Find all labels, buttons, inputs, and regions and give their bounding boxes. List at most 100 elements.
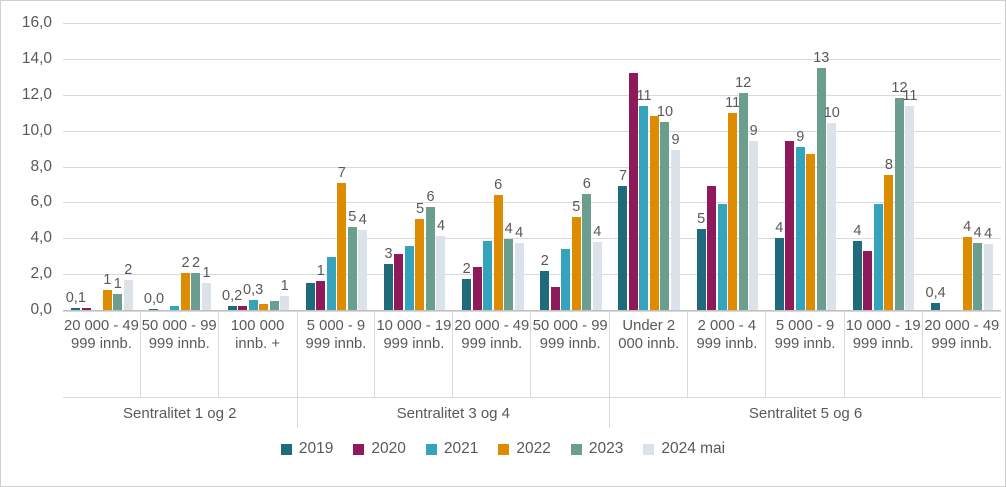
legend-item[interactable]: 2024 mai bbox=[643, 440, 725, 458]
legend-item[interactable]: 2020 bbox=[353, 440, 406, 458]
bar[interactable] bbox=[149, 309, 159, 310]
bar[interactable] bbox=[180, 273, 190, 310]
category-tick-label: 2 000 - 4 999 innb. bbox=[688, 312, 767, 398]
bar[interactable] bbox=[102, 290, 112, 310]
bar[interactable] bbox=[404, 246, 414, 310]
bar[interactable] bbox=[462, 278, 472, 310]
bar[interactable] bbox=[436, 235, 446, 310]
bar[interactable] bbox=[962, 237, 972, 310]
bar[interactable] bbox=[738, 92, 748, 310]
bar[interactable] bbox=[806, 153, 816, 310]
bar-group: 7 11 10 9 bbox=[610, 23, 688, 310]
legend-item[interactable]: 2021 bbox=[425, 440, 479, 458]
y-axis-tick-label: 16,0 bbox=[21, 14, 52, 31]
bar[interactable] bbox=[827, 123, 837, 310]
bar[interactable] bbox=[472, 266, 482, 310]
category-supergroup-label: Sentralitet 5 og 6 bbox=[610, 397, 1001, 428]
bar[interactable] bbox=[894, 98, 904, 310]
bar[interactable] bbox=[415, 218, 425, 310]
bar[interactable] bbox=[785, 141, 795, 310]
bar[interactable] bbox=[71, 307, 81, 310]
bar[interactable] bbox=[774, 238, 784, 310]
bar[interactable] bbox=[201, 283, 211, 310]
bar[interactable] bbox=[514, 242, 524, 310]
bar[interactable] bbox=[931, 302, 941, 310]
bar[interactable] bbox=[483, 240, 493, 310]
bar[interactable] bbox=[749, 141, 759, 310]
legend-item[interactable]: 2023 bbox=[570, 440, 623, 458]
bar[interactable] bbox=[717, 204, 727, 310]
bar[interactable] bbox=[191, 273, 201, 310]
bar-group: 4 8 12 11 bbox=[845, 23, 923, 310]
bar[interactable] bbox=[660, 121, 670, 310]
bar[interactable] bbox=[347, 226, 357, 310]
bar[interactable] bbox=[863, 250, 873, 310]
bar-slot: 1 bbox=[316, 23, 327, 310]
bar[interactable] bbox=[582, 194, 592, 310]
bar[interactable] bbox=[639, 105, 649, 310]
bar[interactable] bbox=[561, 249, 571, 310]
bar[interactable] bbox=[358, 230, 368, 310]
bar[interactable] bbox=[113, 293, 123, 310]
bar[interactable] bbox=[696, 229, 706, 310]
bar[interactable] bbox=[628, 73, 638, 310]
bar[interactable] bbox=[816, 67, 826, 310]
bar[interactable] bbox=[649, 116, 659, 310]
bar[interactable] bbox=[540, 270, 550, 310]
bar-value-label: 4 bbox=[853, 222, 862, 239]
y-axis-tick-label: 10,0 bbox=[21, 121, 52, 139]
bar[interactable] bbox=[852, 240, 862, 310]
bar[interactable] bbox=[269, 300, 279, 310]
bar-value-label: 6 bbox=[582, 176, 591, 193]
bar-slot bbox=[258, 23, 269, 310]
bar-value-label: 1 bbox=[280, 278, 289, 295]
bar[interactable] bbox=[326, 257, 336, 310]
bar-slot: 7 bbox=[337, 23, 348, 310]
bar-supergroup: 7 11 10 9 5 11 12 9 4 9 13 10 4 8 12 11 0,4 4 4 4 bbox=[610, 23, 1001, 310]
bar[interactable] bbox=[884, 175, 894, 310]
bar[interactable] bbox=[504, 239, 514, 310]
bar[interactable] bbox=[983, 243, 993, 310]
bar-slot: 4 bbox=[983, 23, 994, 310]
bar[interactable] bbox=[571, 216, 581, 310]
bar[interactable] bbox=[227, 306, 237, 310]
legend-item[interactable]: 2022 bbox=[498, 440, 551, 458]
bar[interactable] bbox=[248, 300, 258, 310]
bar-slot: 1 bbox=[102, 23, 113, 310]
y-axis-tick-label: 6,0 bbox=[30, 193, 52, 211]
bar[interactable] bbox=[259, 303, 269, 310]
bar[interactable] bbox=[316, 281, 326, 310]
bar[interactable] bbox=[973, 242, 983, 310]
bar[interactable] bbox=[238, 306, 248, 310]
bar[interactable] bbox=[123, 279, 133, 310]
bar[interactable] bbox=[707, 186, 717, 310]
bar[interactable] bbox=[337, 182, 347, 310]
bar[interactable] bbox=[905, 105, 915, 310]
bar[interactable] bbox=[592, 241, 602, 310]
bar[interactable] bbox=[305, 283, 315, 310]
bar[interactable] bbox=[795, 146, 805, 310]
bar[interactable] bbox=[493, 195, 503, 310]
bar[interactable] bbox=[728, 112, 738, 310]
bar[interactable] bbox=[280, 296, 290, 310]
legend-item[interactable]: 2019 bbox=[280, 440, 334, 458]
bar-slot: 0,4 bbox=[926, 23, 946, 310]
bar[interactable] bbox=[81, 307, 91, 310]
bar[interactable] bbox=[425, 206, 435, 310]
bar[interactable] bbox=[383, 264, 393, 310]
gridline bbox=[63, 166, 1001, 168]
bar[interactable] bbox=[873, 204, 883, 310]
bar[interactable] bbox=[170, 305, 180, 310]
y-axis-tick-label: 8,0 bbox=[30, 157, 52, 175]
category-tick-label: 50 000 - 99 999 innb. bbox=[141, 312, 219, 398]
bar-slot: 5 bbox=[571, 23, 582, 310]
bar[interactable] bbox=[618, 186, 628, 310]
bar-slot: 0,3 bbox=[243, 23, 263, 310]
bar[interactable] bbox=[394, 253, 404, 310]
legend-label: 2021 bbox=[443, 440, 479, 457]
bar[interactable] bbox=[670, 150, 680, 310]
legend-label: 2019 bbox=[298, 440, 334, 457]
bar-value-label: 11 bbox=[725, 94, 741, 111]
bar[interactable] bbox=[550, 286, 560, 310]
